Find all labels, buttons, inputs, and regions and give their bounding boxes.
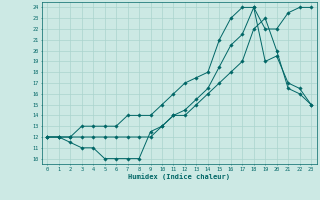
X-axis label: Humidex (Indice chaleur): Humidex (Indice chaleur) — [128, 173, 230, 180]
